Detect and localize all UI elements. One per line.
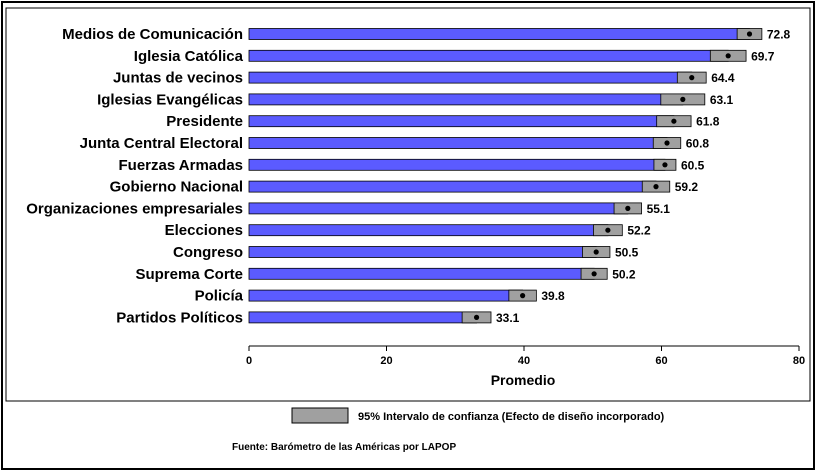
category-label: Presidente bbox=[166, 113, 243, 130]
value-label: 72.8 bbox=[767, 28, 791, 42]
category-label: Iglesia Católica bbox=[134, 48, 244, 65]
mean-point bbox=[671, 118, 677, 124]
category-label: Partidos Políticos bbox=[116, 309, 243, 326]
x-tick-label: 20 bbox=[380, 355, 392, 367]
category-label: Congreso bbox=[173, 244, 243, 261]
mean-point bbox=[689, 75, 695, 81]
category-label: Iglesias Evangélicas bbox=[97, 91, 243, 108]
value-label: 39.8 bbox=[541, 289, 565, 303]
value-label: 69.7 bbox=[751, 49, 775, 63]
mean-point bbox=[625, 205, 631, 211]
category-label: Junta Central Electoral bbox=[80, 135, 243, 152]
x-tick-label: 60 bbox=[655, 355, 667, 367]
bar-row: Iglesias Evangélicas 63.1 bbox=[97, 91, 733, 108]
mean-point bbox=[725, 53, 731, 59]
category-label: Fuerzas Armadas bbox=[119, 157, 244, 174]
mean-point bbox=[473, 314, 480, 320]
value-label: 55.1 bbox=[647, 202, 671, 216]
mean-point bbox=[653, 184, 659, 190]
bar-row: Policía 39.8 bbox=[195, 288, 565, 305]
bar bbox=[248, 224, 609, 237]
bar bbox=[248, 71, 693, 84]
value-label: 61.8 bbox=[696, 115, 720, 129]
category-label: Policía bbox=[195, 288, 244, 305]
value-label: 59.2 bbox=[675, 180, 699, 194]
bar bbox=[248, 311, 477, 324]
mean-point bbox=[680, 96, 686, 102]
value-label: 60.8 bbox=[686, 137, 710, 151]
plot-area bbox=[5, 7, 811, 402]
bar bbox=[248, 180, 657, 193]
bar-row: Presidente 61.8 bbox=[166, 113, 719, 130]
x-axis-title: Promedio bbox=[491, 372, 556, 388]
legend: 95% Intervalo de confianza (Efecto de di… bbox=[291, 407, 665, 424]
bar-row: Medios de Comunicación 72.8 bbox=[62, 26, 790, 43]
mean-point bbox=[591, 271, 597, 277]
mean-point bbox=[605, 227, 611, 233]
bar bbox=[248, 49, 729, 62]
mean-point bbox=[746, 31, 753, 37]
bar-row: Junta Central Electoral 60.8 bbox=[80, 135, 710, 152]
value-label: 50.5 bbox=[615, 246, 639, 260]
value-label: 50.2 bbox=[612, 267, 636, 281]
source-note: Fuente: Barómetro de las Américas por LA… bbox=[232, 442, 456, 453]
legend-swatch bbox=[291, 407, 349, 424]
x-tick-label: 0 bbox=[246, 355, 252, 367]
chart-svg: Medios de Comunicación 72.8 Iglesia Católi… bbox=[5, 7, 811, 453]
mean-point bbox=[593, 249, 599, 255]
bar bbox=[248, 158, 666, 171]
bar-row: Iglesia Católica 69.7 bbox=[134, 48, 775, 65]
category-label: Elecciones bbox=[165, 222, 243, 239]
value-label: 64.4 bbox=[711, 71, 735, 85]
x-tick-label: 40 bbox=[518, 355, 530, 367]
bar bbox=[248, 202, 629, 215]
bars-layer: Medios de Comunicación 72.8 Iglesia Católi… bbox=[26, 26, 790, 326]
x-tick-label: 80 bbox=[793, 355, 805, 367]
bar-row: Gobierno Nacional 59.2 bbox=[110, 179, 699, 196]
bar-row: Congreso 50.5 bbox=[173, 244, 639, 261]
category-label: Suprema Corte bbox=[135, 266, 243, 283]
value-label: 60.5 bbox=[681, 158, 705, 172]
category-label: Gobierno Nacional bbox=[110, 179, 243, 196]
mean-point bbox=[664, 140, 670, 146]
bar-row: Suprema Corte 50.2 bbox=[135, 266, 635, 283]
category-label: Juntas de vecinos bbox=[113, 70, 243, 87]
bar-row: Organizaciones empresariales 55.1 bbox=[26, 200, 670, 217]
bar bbox=[248, 28, 750, 40]
category-label: Medios de Comunicación bbox=[62, 26, 243, 43]
x-axis: 0 20 40 60 80 bbox=[246, 345, 805, 367]
mean-point bbox=[520, 293, 526, 299]
value-label: 52.2 bbox=[627, 224, 651, 238]
bar-row: Partidos Políticos 33.1 bbox=[116, 309, 519, 326]
bar-row: Fuerzas Armadas 60.5 bbox=[119, 157, 705, 174]
bar bbox=[248, 267, 595, 280]
bar bbox=[248, 289, 524, 302]
bar bbox=[248, 115, 675, 128]
value-label: 63.1 bbox=[710, 93, 734, 107]
legend-label: 95% Intervalo de confianza (Efecto de di… bbox=[358, 411, 665, 423]
category-label: Organizaciones empresariales bbox=[26, 200, 243, 217]
bar bbox=[248, 246, 597, 258]
bar-row: Elecciones 52.2 bbox=[165, 222, 651, 239]
bar-row: Juntas de vecinos 64.4 bbox=[113, 70, 735, 87]
bar bbox=[248, 93, 684, 106]
mean-point bbox=[662, 162, 668, 168]
bar bbox=[248, 137, 668, 149]
value-label: 33.1 bbox=[496, 311, 520, 325]
